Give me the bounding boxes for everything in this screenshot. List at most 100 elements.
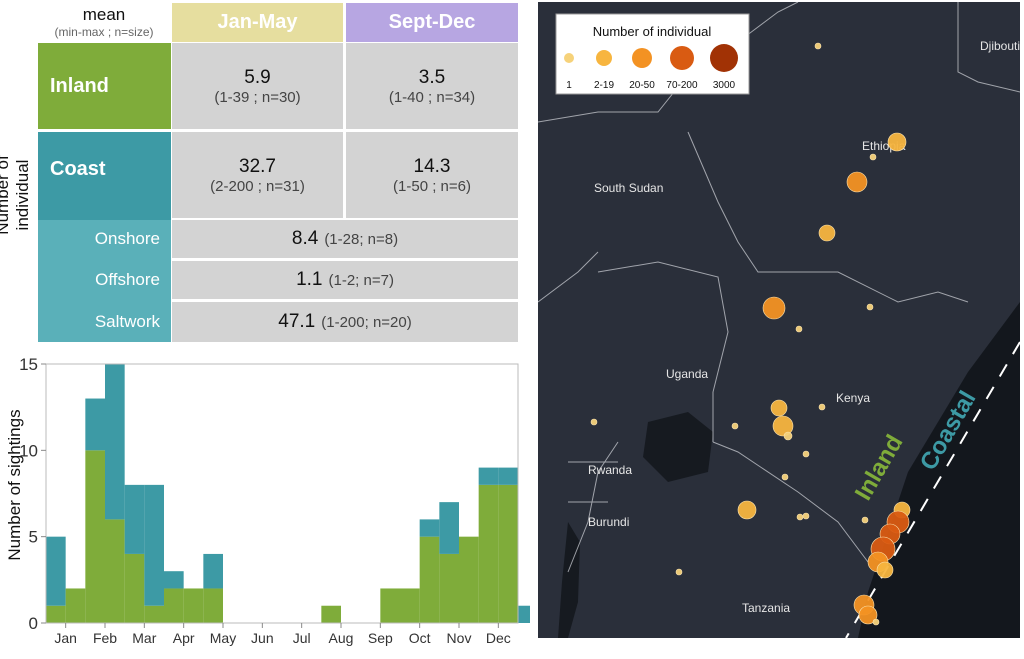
- lake-victoria: [643, 412, 713, 482]
- sighting-point: [861, 516, 869, 524]
- bar-inland: [124, 553, 145, 623]
- country-label: South Sudan: [594, 181, 663, 195]
- sighting-point: [887, 132, 907, 152]
- sighting-point: [802, 512, 810, 520]
- bar-coast: [105, 364, 125, 520]
- legend-circle: [710, 44, 738, 72]
- bar-inland: [498, 484, 518, 623]
- legend-label: 20-50: [629, 80, 655, 91]
- country-label: Tanzania: [742, 601, 790, 615]
- y-tick-label: 5: [29, 528, 38, 547]
- x-tick-label: Sep: [368, 630, 393, 646]
- x-tick-label: Apr: [173, 630, 195, 646]
- bar-inland: [380, 588, 400, 623]
- bar-coast: [518, 605, 530, 623]
- sighting-point: [795, 325, 803, 333]
- bar-inland: [400, 588, 420, 623]
- saltwork-cell: 47.1 (1-200; n=20): [172, 302, 518, 342]
- map-legend: Number of individual 1 2-19 20-50 70-200 300…: [555, 13, 750, 95]
- y-axis-label: Number of sightings: [5, 409, 24, 560]
- x-tick-label: Jun: [251, 630, 274, 646]
- x-tick-label: May: [210, 630, 236, 646]
- x-tick-label: Aug: [329, 630, 354, 646]
- legend-label: 2-19: [594, 80, 614, 91]
- offshore-cell: 1.1 (1-2; n=7): [172, 261, 518, 299]
- bar-inland: [439, 553, 459, 623]
- sighting-point: [781, 473, 789, 481]
- x-tick-label: Jan: [54, 630, 77, 646]
- inland-sept-dec-cell: 3.5 (1-40 ; n=34): [346, 43, 518, 129]
- sighting-point: [818, 403, 826, 411]
- row-label-coast: Coast: [50, 158, 106, 180]
- bar-coast: [164, 571, 184, 589]
- bar-inland: [321, 605, 341, 623]
- col-header-sept-dec: Sept-Dec: [346, 3, 518, 42]
- legend-circle: [632, 48, 652, 68]
- bar-inland: [144, 605, 164, 623]
- coastal-zone-line: [845, 341, 1020, 638]
- x-tick-label: Dec: [486, 630, 511, 646]
- sighting-point: [876, 561, 894, 579]
- sighting-point: [731, 422, 739, 430]
- sighting-point: [590, 418, 598, 426]
- row-label-saltwork: Saltwork: [94, 312, 160, 331]
- legend-label: 70-200: [666, 80, 698, 91]
- y-tick-label: 15: [19, 355, 38, 374]
- x-tick-label: Jul: [293, 630, 311, 646]
- sighting-point: [872, 618, 880, 626]
- bar-inland: [105, 519, 125, 623]
- row-label-inland: Inland: [38, 43, 171, 129]
- bar-inland: [65, 588, 86, 623]
- onshore-cell: 8.4 (1-28; n=8): [172, 220, 518, 258]
- summary-table: mean (min-max ; n=size) Number of indivi…: [0, 0, 520, 345]
- bar-inland: [85, 450, 105, 623]
- sighting-point: [783, 431, 793, 441]
- bar-coast: [419, 519, 440, 537]
- country-label: Kenya: [836, 391, 870, 405]
- legend-circle: [596, 50, 612, 66]
- sighting-point: [772, 415, 794, 437]
- bar-inland: [46, 605, 66, 623]
- country-label: Rwanda: [588, 463, 632, 477]
- bar-coast: [144, 484, 164, 606]
- x-tick-label: Feb: [93, 630, 117, 646]
- coast-block-background: [38, 220, 171, 342]
- plot-frame: [45, 363, 519, 624]
- x-tick-label: Oct: [409, 630, 431, 646]
- bar-inland: [203, 588, 223, 623]
- sighting-point: [814, 42, 822, 50]
- sighting-point: [675, 568, 683, 576]
- bar-coast: [478, 467, 499, 485]
- bar-inland: [183, 588, 204, 623]
- row-label-onshore: Onshore: [94, 229, 160, 248]
- sighting-point: [796, 513, 804, 521]
- y-tick-label: 0: [29, 614, 38, 633]
- sighting-point: [802, 450, 810, 458]
- legend-circle: [564, 53, 574, 63]
- inland-jan-may-cell: 5.9 (1-39 ; n=30): [172, 43, 343, 129]
- bar-inland: [459, 536, 479, 623]
- legend-circle: [670, 46, 694, 70]
- country-label: Djibouti: [980, 39, 1020, 53]
- table-corner: mean (min-max ; n=size): [38, 2, 170, 42]
- legend-label: 3000: [713, 80, 736, 91]
- legend-title: Number of individual: [593, 24, 712, 39]
- sighting-point: [869, 153, 877, 161]
- indian-ocean: [858, 302, 1020, 638]
- bar-coast: [124, 484, 145, 554]
- sighting-point: [762, 296, 786, 320]
- sighting-point: [770, 399, 788, 417]
- bar-coast: [46, 536, 66, 606]
- bar-coast: [439, 502, 459, 554]
- side-label: Number of individual: [0, 155, 32, 235]
- coast-sept-dec-cell: 14.3 (1-50 ; n=6): [346, 132, 518, 218]
- legend-label: 1: [566, 80, 572, 91]
- sightings-histogram: Number of sightings 0 5 10 15 Jan Feb Mar Apr M…: [5, 355, 530, 646]
- lake-tanganyika: [558, 522, 580, 638]
- sighting-point: [737, 500, 757, 520]
- country-label: Burundi: [588, 515, 629, 529]
- bar-inland: [164, 588, 184, 623]
- corner-title: mean: [82, 5, 126, 24]
- country-label: Uganda: [666, 367, 708, 381]
